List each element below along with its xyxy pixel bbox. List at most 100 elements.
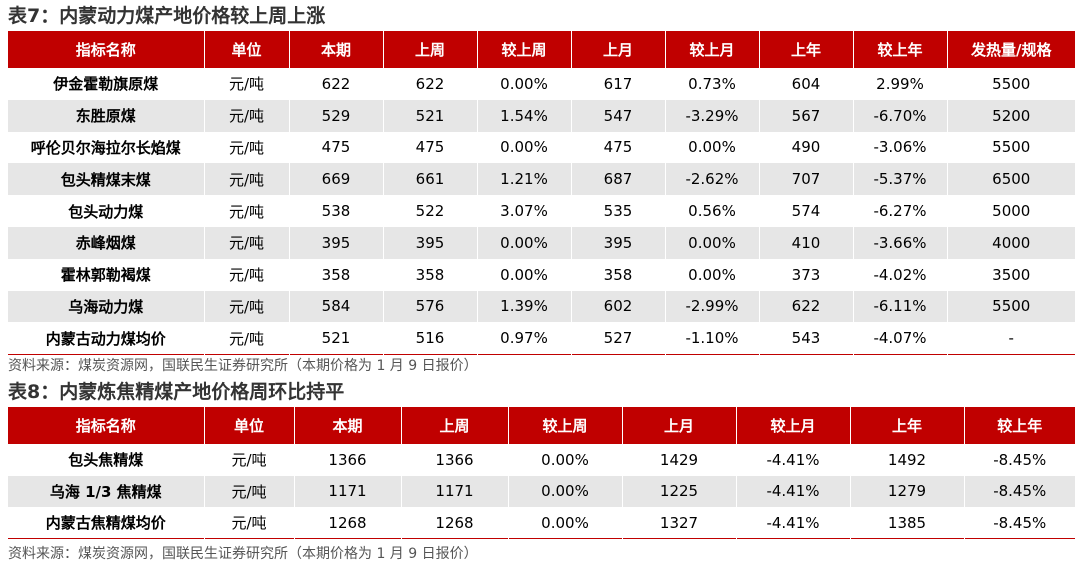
table-cell: 1279	[849, 475, 964, 507]
table8-body: 包头焦精煤 元/吨 1366 1366 0.00% 1429 -4.41% 1492 -8.45…	[8, 444, 1075, 539]
table-cell: 0.00%	[664, 258, 759, 291]
table8-source-note: 资料来源：煤炭资源网，国联民生证券研究所（本期价格为 1 月 9 日报价）	[8, 546, 478, 562]
table-row: 霍林郭勒褐煤 元/吨 358 358 0.00% 358 0.00% 373 -4.02% 350…	[8, 258, 1075, 291]
table-cell: 1171	[293, 475, 401, 507]
table-cell: 0.73%	[664, 68, 759, 100]
table8-title: 表8：内蒙炼焦精煤产地价格周环比持平	[8, 381, 345, 403]
column-header: 指标名称	[8, 407, 204, 444]
table-row: 乌海 1/3 焦精煤 元/吨 1171 1171 0.00% 1225 -4.41% 1279…	[8, 475, 1075, 507]
table-cell: 1492	[849, 444, 964, 476]
table-cell: 0.00%	[476, 68, 571, 100]
table-cell: 521	[288, 322, 383, 355]
row-label: 包头动力煤	[68, 202, 144, 221]
table-cell: 元/吨	[203, 131, 289, 164]
table8-header: 指标名称 单位 本期 上周 较上周 上月 较上月 上年 较上年	[8, 407, 1075, 444]
row-label: 霍林郭勒褐煤	[60, 266, 151, 285]
table-cell: 5500	[946, 290, 1075, 323]
table-cell: 3500	[946, 258, 1075, 291]
table-cell: 373	[758, 258, 853, 291]
table-cell: 1.54%	[476, 99, 571, 132]
table-cell: 622	[382, 68, 477, 100]
coking-coal-price-table-8: 指标名称 单位 本期 上周 较上周 上月 较上月 上年 较上年 包头焦精煤 元/吨 1366 1366…	[8, 407, 1075, 539]
table7-source-note: 资料来源：煤炭资源网，国联民生证券研究所（本期价格为 1 月 9 日报价）	[8, 358, 478, 374]
table7-header-row: 指标名称 单位 本期 上周 较上周 上月 较上月 上年 较上年 发热量/规格	[8, 31, 1075, 68]
column-header: 发热量/规格	[946, 31, 1075, 68]
table-cell: -5.37%	[852, 163, 947, 196]
table-cell: 2.99%	[852, 68, 947, 100]
table-cell: 395	[382, 226, 477, 259]
table-cell: 1429	[621, 444, 736, 476]
row-label: 包头焦精煤	[68, 451, 144, 470]
column-header: 单位	[203, 31, 289, 68]
table-cell: -	[946, 322, 1075, 355]
table-cell: 1268	[293, 507, 401, 539]
table-cell: -8.45%	[963, 444, 1075, 476]
table-row: 呼伦贝尔海拉尔长焰煤 元/吨 475 475 0.00% 475 0.00% 490 -3.06…	[8, 131, 1075, 164]
column-header: 上周	[382, 31, 477, 68]
table-cell: 0.00%	[507, 507, 622, 539]
column-header: 指标名称	[8, 31, 204, 68]
table-row: 包头动力煤 元/吨 538 522 3.07% 535 0.56% 574 -6.27% 5000	[8, 195, 1075, 227]
table-cell: 475	[382, 131, 477, 164]
table-cell: 395	[288, 226, 383, 259]
table-cell: 521	[382, 99, 477, 132]
column-header: 上周	[400, 407, 508, 444]
table-cell: 617	[570, 68, 665, 100]
table-cell: 475	[288, 131, 383, 164]
table-cell: 4000	[946, 226, 1075, 259]
column-header: 单位	[203, 407, 294, 444]
table-cell: 元/吨	[203, 322, 289, 355]
coal-price-table-7: 指标名称 单位 本期 上周 较上周 上月 较上月 上年 较上年 发热量/规格 伊金霍勒旗原煤 元/吨…	[8, 31, 1075, 355]
table-row: 伊金霍勒旗原煤 元/吨 622 622 0.00% 617 0.73% 604 2.99% 550…	[8, 68, 1075, 100]
table-row: 包头精煤末煤 元/吨 669 661 1.21% 687 -2.62% 707 -5.37% 65…	[8, 163, 1075, 196]
row-label: 乌海动力煤	[8, 290, 204, 323]
table-cell: 1366	[400, 444, 508, 476]
table-cell: 543	[758, 322, 853, 355]
row-label: 乌海 1/3 焦精煤	[8, 475, 204, 507]
table-cell: -1.10%	[664, 322, 759, 355]
table-row: 赤峰烟煤 元/吨 395 395 0.00% 395 0.00% 410 -3.66% 4000	[8, 226, 1075, 259]
table-cell: 687	[570, 163, 665, 196]
table-cell: -6.70%	[852, 99, 947, 132]
table-cell: 5000	[946, 195, 1075, 227]
row-label: 内蒙古焦精煤均价	[45, 514, 166, 532]
column-header: 上年	[758, 31, 853, 68]
table-cell: 0.56%	[664, 195, 759, 227]
table-cell: -4.02%	[852, 258, 947, 291]
table-cell: 0.00%	[507, 444, 622, 476]
table-cell: 522	[382, 195, 477, 227]
table-cell: 5200	[946, 99, 1075, 132]
table-cell: -3.29%	[664, 99, 759, 132]
table-cell: 0.00%	[507, 475, 622, 507]
column-header: 上月	[621, 407, 736, 444]
column-header: 上年	[849, 407, 964, 444]
table7-title: 表7：内蒙动力煤产地价格较上周上涨	[8, 5, 326, 27]
column-header: 较上年	[852, 31, 947, 68]
column-header: 较上周	[507, 407, 622, 444]
table-cell: 元/吨	[203, 99, 289, 132]
table-cell: 622	[288, 68, 383, 100]
table7-body: 伊金霍勒旗原煤 元/吨 622 622 0.00% 617 0.73% 604 2.99% 550…	[8, 68, 1075, 355]
table-cell: -8.45%	[963, 507, 1075, 539]
table-cell: 0.00%	[664, 226, 759, 259]
table-cell: 1.21%	[476, 163, 571, 196]
table-cell: 574	[758, 195, 853, 227]
table-cell: 5500	[946, 131, 1075, 164]
column-header: 较上周	[476, 31, 571, 68]
table-cell: 元/吨	[203, 163, 289, 196]
table-cell: 529	[288, 99, 383, 132]
table-cell: 410	[758, 226, 853, 259]
table-cell: -4.07%	[852, 322, 947, 355]
table-cell: 1171	[400, 475, 508, 507]
row-label: 内蒙古动力煤均价	[45, 329, 166, 348]
row-label: 赤峰烟煤	[8, 226, 204, 259]
column-header: 较上月	[664, 31, 759, 68]
table-row: 包头焦精煤 元/吨 1366 1366 0.00% 1429 -4.41% 1492 -8.45…	[8, 444, 1075, 476]
table-cell: 0.00%	[476, 258, 571, 291]
table-cell: 1.39%	[476, 290, 571, 323]
table-cell: 0.00%	[476, 131, 571, 164]
table-cell: 元/吨	[203, 258, 289, 291]
table-cell: -3.66%	[852, 226, 947, 259]
row-label: 伊金霍勒旗原煤	[53, 75, 159, 94]
row-label: 呼伦贝尔海拉尔长焰煤	[30, 138, 181, 157]
